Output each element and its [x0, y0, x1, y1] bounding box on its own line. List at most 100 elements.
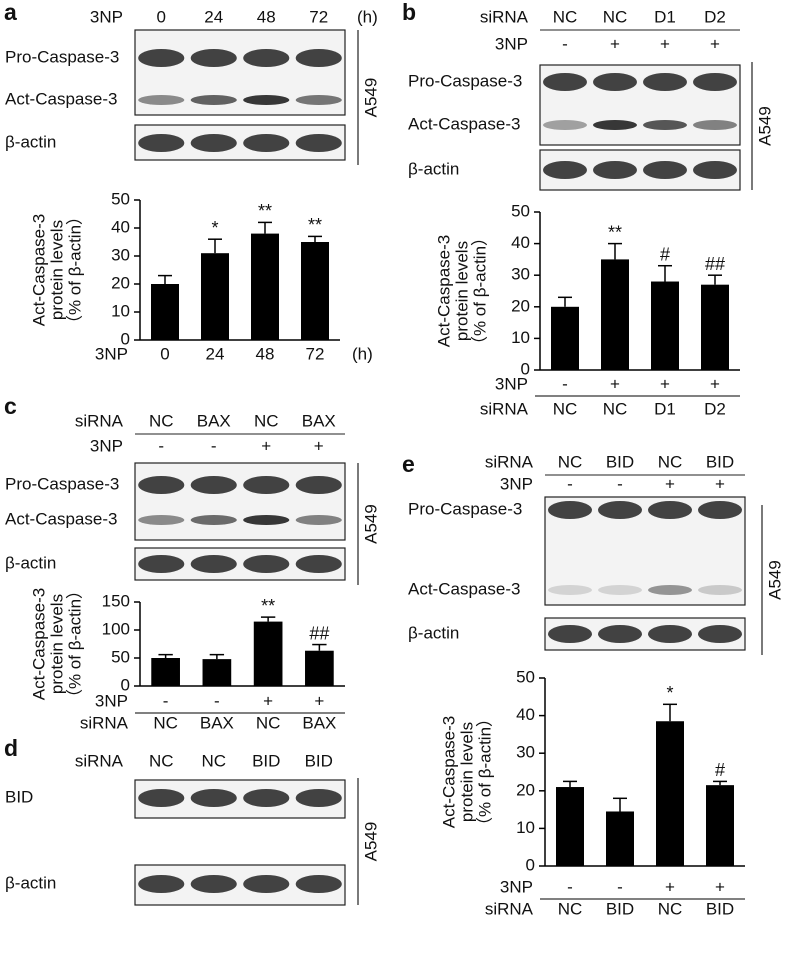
band	[643, 73, 687, 91]
unit-label: (h)	[352, 344, 373, 363]
band-label: β-actin	[408, 623, 459, 642]
band	[593, 73, 637, 91]
y-tick-label: 0	[521, 359, 530, 378]
panel-letter: a	[4, 0, 17, 25]
band	[548, 625, 592, 643]
band	[543, 161, 587, 179]
x-tick-label: +	[715, 877, 725, 896]
y-tick-label: 20	[511, 296, 530, 315]
row-label: 3NP	[95, 691, 128, 710]
y-tick-label: 40	[516, 705, 535, 724]
band	[243, 134, 290, 152]
lane-label: -	[562, 34, 568, 53]
band-label: β-actin	[5, 873, 56, 892]
lane-label: BID	[606, 452, 634, 471]
band	[190, 555, 237, 573]
band-label: Act-Caspase-3	[408, 114, 520, 133]
y-tick-label: 50	[111, 647, 130, 666]
band	[190, 515, 237, 525]
band	[243, 515, 290, 525]
y-tick-label: 20	[111, 273, 130, 292]
y-tick-label: 50	[511, 201, 530, 220]
x-tick-label: +	[263, 691, 273, 710]
band	[295, 875, 342, 893]
lane-label: NC	[201, 751, 226, 770]
significance-label: #	[715, 760, 725, 780]
band	[698, 585, 742, 595]
lane-label: +	[261, 436, 271, 455]
band	[543, 73, 587, 91]
row-label: 3NP	[90, 7, 123, 26]
band	[598, 585, 642, 595]
band	[243, 875, 290, 893]
unit-label: (h)	[357, 7, 378, 26]
row-label: siRNA	[80, 713, 129, 732]
x-tick-label: NC	[153, 713, 178, 732]
band	[243, 95, 290, 105]
lane-label: NC	[603, 7, 628, 26]
lane-label: BAX	[197, 411, 231, 430]
band	[138, 515, 185, 525]
x-tick-label: 0	[160, 344, 169, 363]
row-label: 3NP	[495, 34, 528, 53]
significance-label: **	[608, 222, 622, 242]
x-tick-label: -	[617, 877, 623, 896]
bar	[556, 787, 584, 866]
lane-label: 24	[204, 7, 223, 26]
bar	[656, 721, 684, 866]
y-tick-label: 100	[102, 619, 130, 638]
panel-letter: d	[4, 735, 18, 761]
band	[243, 476, 290, 494]
band	[648, 585, 692, 595]
bar	[251, 233, 279, 340]
lane-label: +	[715, 474, 725, 493]
band	[648, 501, 692, 519]
x-tick-label: 24	[206, 344, 225, 363]
blot-frame	[134, 462, 346, 541]
band	[295, 476, 342, 494]
row-label: siRNA	[480, 399, 529, 418]
y-tick-label: 10	[111, 301, 130, 320]
significance-label: ##	[705, 254, 725, 274]
lane-label: BID	[305, 751, 333, 770]
lane-label: NC	[149, 411, 174, 430]
band	[295, 515, 342, 525]
lane-label: -	[158, 436, 164, 455]
significance-label: ##	[309, 623, 329, 643]
band-label: Act-Caspase-3	[408, 579, 520, 598]
band-label: Act-Caspase-3	[5, 509, 117, 528]
band-label: BID	[5, 787, 33, 806]
panel-letter: c	[4, 393, 17, 419]
band	[693, 161, 737, 179]
band	[138, 134, 185, 152]
y-axis-label: Act-Caspase-3	[29, 214, 48, 326]
bar	[601, 259, 629, 370]
bar	[551, 306, 579, 370]
band	[548, 585, 592, 595]
band	[295, 555, 342, 573]
band	[643, 120, 687, 130]
x-tick-label: +	[665, 877, 675, 896]
y-tick-label: 40	[511, 233, 530, 252]
x-tick-label: 48	[256, 344, 275, 363]
band-label: β-actin	[408, 159, 459, 178]
bar	[201, 253, 229, 340]
band	[693, 73, 737, 91]
band	[295, 789, 342, 807]
x-tick-label: NC	[658, 899, 683, 918]
significance-label: **	[261, 596, 275, 616]
band	[190, 49, 237, 67]
band	[648, 625, 692, 643]
band	[295, 134, 342, 152]
x-tick-label: NC	[256, 713, 281, 732]
band	[190, 875, 237, 893]
band	[598, 625, 642, 643]
y-tick-label: 0	[121, 329, 130, 348]
band	[548, 501, 592, 519]
lane-label: BAX	[302, 411, 336, 430]
bar	[151, 658, 180, 686]
lane-label: 72	[309, 7, 328, 26]
lane-label: +	[660, 34, 670, 53]
bar	[701, 284, 729, 370]
